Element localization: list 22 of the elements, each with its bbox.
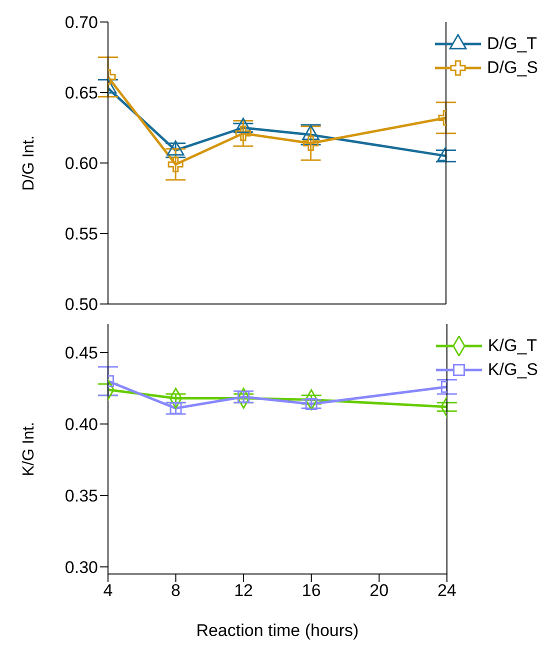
- y-tick-label: 0.45: [64, 344, 98, 363]
- y-tick-label: 0.55: [64, 224, 98, 244]
- y-tick-label: 0.50: [64, 295, 98, 314]
- y-tick-label: 0.35: [64, 486, 98, 506]
- x-tick-label: 12: [234, 581, 254, 600]
- x-axis-title: Reaction time (hours): [196, 621, 359, 640]
- x-tick-label: 16: [302, 581, 321, 600]
- y-axis-title: K/G Int.: [20, 422, 38, 476]
- y-tick-label: 0.40: [64, 415, 98, 434]
- y-tick-label: 0.65: [64, 84, 98, 103]
- x-tick-label: 24: [437, 581, 456, 600]
- legend-label: K/G_S: [488, 359, 538, 381]
- y-tick-label: 0.70: [64, 13, 98, 32]
- y-tick-label: 0.30: [64, 558, 98, 577]
- legend-label: D/G_T: [486, 33, 538, 55]
- legend-label: K/G_T: [488, 335, 538, 357]
- legend-label: D/G_S: [486, 57, 538, 79]
- y-tick-label: 0.60: [64, 154, 98, 174]
- x-tick-label: 4: [103, 581, 113, 600]
- x-tick-label: 20: [370, 581, 389, 600]
- y-axis-title: D/G Int.: [20, 135, 38, 191]
- x-tick-label: 8: [171, 581, 181, 600]
